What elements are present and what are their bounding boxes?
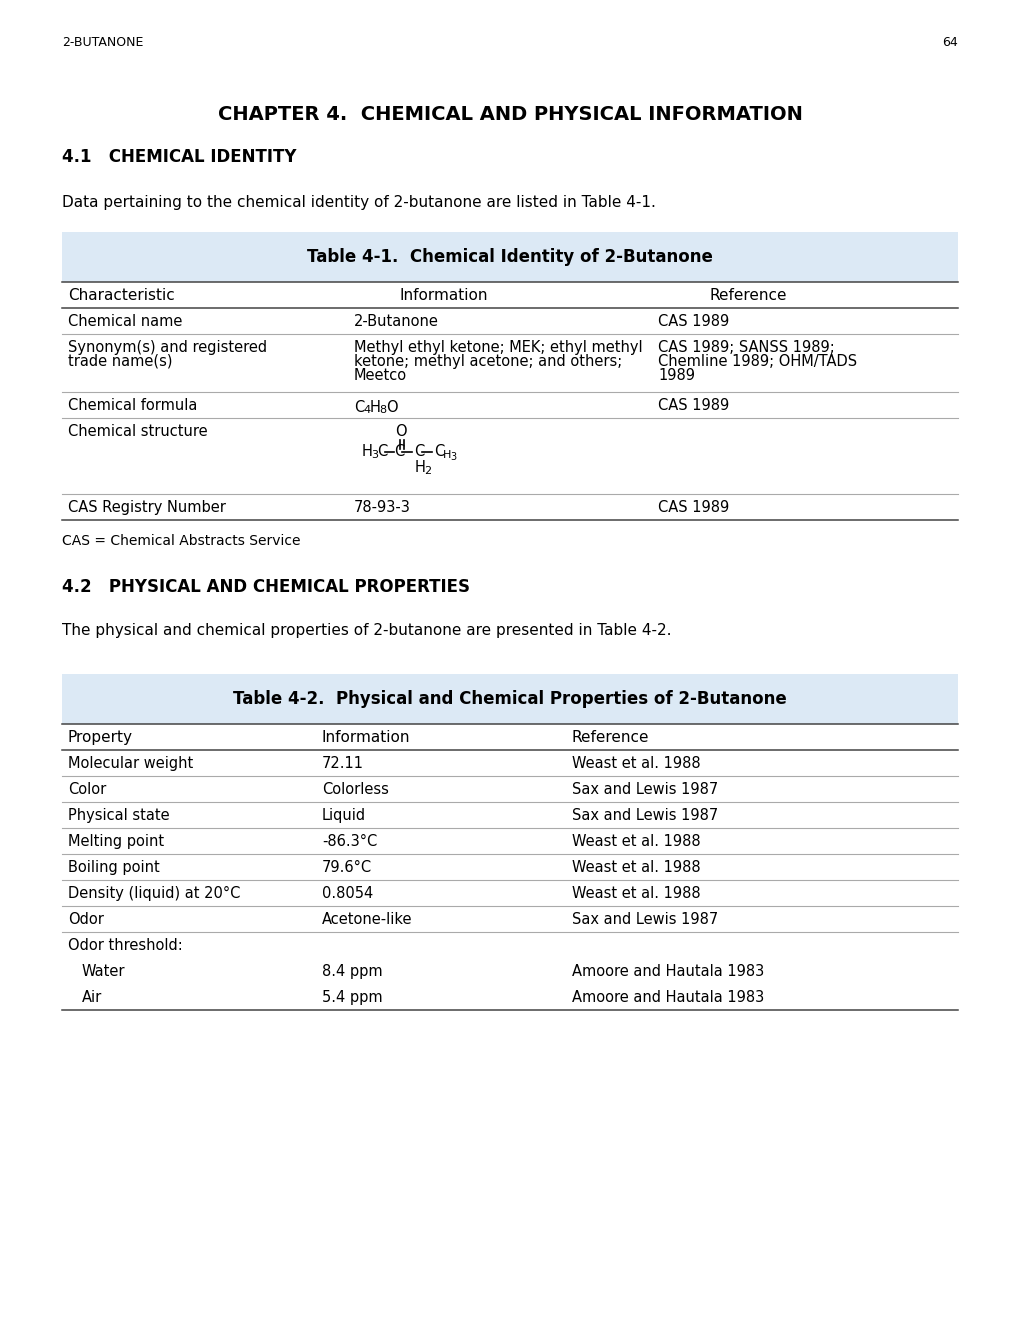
Text: H: H — [415, 461, 426, 475]
Text: Sax and Lewis 1987: Sax and Lewis 1987 — [572, 808, 717, 822]
Text: 1989: 1989 — [657, 368, 694, 383]
Text: C: C — [414, 445, 424, 459]
Text: 4: 4 — [363, 405, 370, 414]
Text: Methyl ethyl ketone; MEK; ethyl methyl: Methyl ethyl ketone; MEK; ethyl methyl — [354, 341, 642, 355]
Text: 0.8054: 0.8054 — [322, 886, 373, 902]
Text: C: C — [433, 445, 444, 459]
Text: Colorless: Colorless — [322, 781, 388, 797]
Text: Weast et al. 1988: Weast et al. 1988 — [572, 861, 700, 875]
Text: 8.4 ppm: 8.4 ppm — [322, 964, 382, 979]
Text: 3: 3 — [449, 451, 455, 462]
Text: Data pertaining to the chemical identity of 2-butanone are listed in Table 4-1.: Data pertaining to the chemical identity… — [62, 195, 655, 210]
Text: 4.2   PHYSICAL AND CHEMICAL PROPERTIES: 4.2 PHYSICAL AND CHEMICAL PROPERTIES — [62, 578, 470, 597]
Text: Sax and Lewis 1987: Sax and Lewis 1987 — [572, 912, 717, 927]
Text: 2: 2 — [424, 466, 431, 477]
Text: 64: 64 — [942, 36, 957, 49]
Text: Reference: Reference — [572, 730, 649, 744]
Text: Molecular weight: Molecular weight — [68, 756, 193, 771]
Text: Weast et al. 1988: Weast et al. 1988 — [572, 756, 700, 771]
Text: CAS Registry Number: CAS Registry Number — [68, 500, 225, 515]
Bar — [62, 232, 957, 282]
Bar — [62, 675, 957, 723]
Text: Chemline 1989; OHM/TADS: Chemline 1989; OHM/TADS — [657, 354, 856, 370]
Text: H: H — [442, 450, 451, 459]
Text: Color: Color — [68, 781, 106, 797]
Text: C: C — [377, 445, 387, 459]
Text: Density (liquid) at 20°C: Density (liquid) at 20°C — [68, 886, 240, 902]
Text: O: O — [394, 425, 407, 440]
Text: 2-Butanone: 2-Butanone — [354, 314, 438, 329]
Text: Table 4-1.  Chemical Identity of 2-Butanone: Table 4-1. Chemical Identity of 2-Butano… — [307, 248, 712, 267]
Text: Weast et al. 1988: Weast et al. 1988 — [572, 886, 700, 902]
Text: 5.4 ppm: 5.4 ppm — [322, 990, 382, 1005]
Text: 78-93-3: 78-93-3 — [354, 500, 411, 515]
Text: trade name(s): trade name(s) — [68, 354, 172, 370]
Text: Melting point: Melting point — [68, 834, 164, 849]
Text: 2-BUTANONE: 2-BUTANONE — [62, 36, 144, 49]
Text: ketone; methyl acetone; and others;: ketone; methyl acetone; and others; — [354, 354, 622, 370]
Text: C: C — [354, 400, 364, 414]
Text: Boiling point: Boiling point — [68, 861, 160, 875]
Text: 3: 3 — [371, 450, 378, 459]
Text: H: H — [370, 400, 380, 414]
Text: Chemical formula: Chemical formula — [68, 399, 198, 413]
Text: Amoore and Hautala 1983: Amoore and Hautala 1983 — [572, 964, 763, 979]
Text: Table 4-2.  Physical and Chemical Properties of 2-Butanone: Table 4-2. Physical and Chemical Propert… — [233, 690, 786, 708]
Text: Odor: Odor — [68, 912, 104, 927]
Text: Characteristic: Characteristic — [68, 288, 174, 304]
Text: C: C — [393, 445, 404, 459]
Text: Liquid: Liquid — [322, 808, 366, 822]
Text: CAS 1989; SANSS 1989;: CAS 1989; SANSS 1989; — [657, 341, 834, 355]
Text: Amoore and Hautala 1983: Amoore and Hautala 1983 — [572, 990, 763, 1005]
Text: Physical state: Physical state — [68, 808, 169, 822]
Text: Information: Information — [399, 288, 488, 304]
Text: Acetone-like: Acetone-like — [322, 912, 412, 927]
Text: Synonym(s) and registered: Synonym(s) and registered — [68, 341, 267, 355]
Text: O: O — [385, 400, 397, 414]
Text: 79.6°C: 79.6°C — [322, 861, 372, 875]
Text: Water: Water — [82, 964, 125, 979]
Text: Information: Information — [322, 730, 410, 744]
Text: Odor threshold:: Odor threshold: — [68, 939, 182, 953]
Text: CAS 1989: CAS 1989 — [657, 314, 729, 329]
Text: H: H — [362, 445, 373, 459]
Text: Chemical name: Chemical name — [68, 314, 182, 329]
Text: -86.3°C: -86.3°C — [322, 834, 377, 849]
Text: CHAPTER 4.  CHEMICAL AND PHYSICAL INFORMATION: CHAPTER 4. CHEMICAL AND PHYSICAL INFORMA… — [217, 106, 802, 124]
Text: Meetco: Meetco — [354, 368, 407, 383]
Text: CAS 1989: CAS 1989 — [657, 500, 729, 515]
Text: Chemical structure: Chemical structure — [68, 424, 208, 440]
Text: 8: 8 — [379, 405, 386, 414]
Text: Property: Property — [68, 730, 132, 744]
Text: Air: Air — [82, 990, 102, 1005]
Text: The physical and chemical properties of 2-butanone are presented in Table 4-2.: The physical and chemical properties of … — [62, 623, 671, 638]
Text: 4.1   CHEMICAL IDENTITY: 4.1 CHEMICAL IDENTITY — [62, 148, 297, 166]
Text: 72.11: 72.11 — [322, 756, 364, 771]
Text: CAS = Chemical Abstracts Service: CAS = Chemical Abstracts Service — [62, 535, 301, 548]
Text: Sax and Lewis 1987: Sax and Lewis 1987 — [572, 781, 717, 797]
Text: Weast et al. 1988: Weast et al. 1988 — [572, 834, 700, 849]
Text: Reference: Reference — [708, 288, 786, 304]
Text: CAS 1989: CAS 1989 — [657, 399, 729, 413]
